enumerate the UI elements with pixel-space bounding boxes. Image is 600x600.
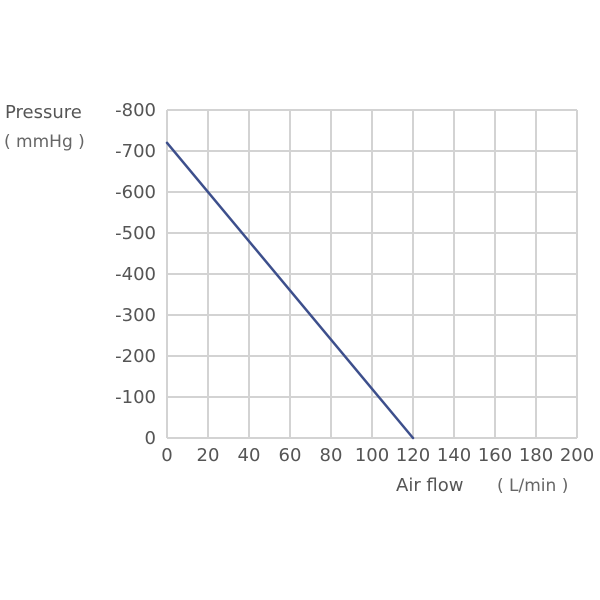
x-tick-label: 200 (560, 445, 594, 466)
y-tick-label: -100 (115, 387, 156, 408)
x-tick-label: 80 (320, 445, 343, 466)
y-axis-ticks: 0 -100 -200 -300 -400 -500 -600 -700 -800 (115, 100, 156, 449)
y-tick-label: 0 (145, 428, 156, 449)
y-axis-title: Pressure (5, 102, 82, 123)
x-axis-ticks: 0 20 40 60 80 100 120 140 160 180 200 (161, 445, 594, 466)
chart-grid (166, 109, 578, 439)
y-axis-unit: ( mmHg ) (4, 132, 85, 152)
x-tick-label: 120 (396, 445, 430, 466)
x-tick-label: 160 (478, 445, 512, 466)
x-tick-label: 60 (279, 445, 302, 466)
chart-series (165, 141, 415, 440)
series-line (165, 141, 415, 440)
y-tick-label: -400 (115, 264, 156, 285)
x-tick-label: 180 (519, 445, 553, 466)
y-tick-label: -200 (115, 346, 156, 367)
y-tick-label: -700 (115, 141, 156, 162)
y-tick-label: -300 (115, 305, 156, 326)
x-tick-label: 40 (238, 445, 261, 466)
x-axis-title: Air flow (396, 475, 464, 496)
x-tick-label: 0 (161, 445, 172, 466)
x-tick-label: 140 (437, 445, 471, 466)
y-tick-label: -800 (115, 100, 156, 121)
y-tick-label: -500 (115, 223, 156, 244)
x-tick-label: 100 (355, 445, 389, 466)
x-tick-label: 20 (197, 445, 220, 466)
y-tick-label: -600 (115, 182, 156, 203)
x-axis-unit: ( L/min ) (497, 476, 568, 496)
